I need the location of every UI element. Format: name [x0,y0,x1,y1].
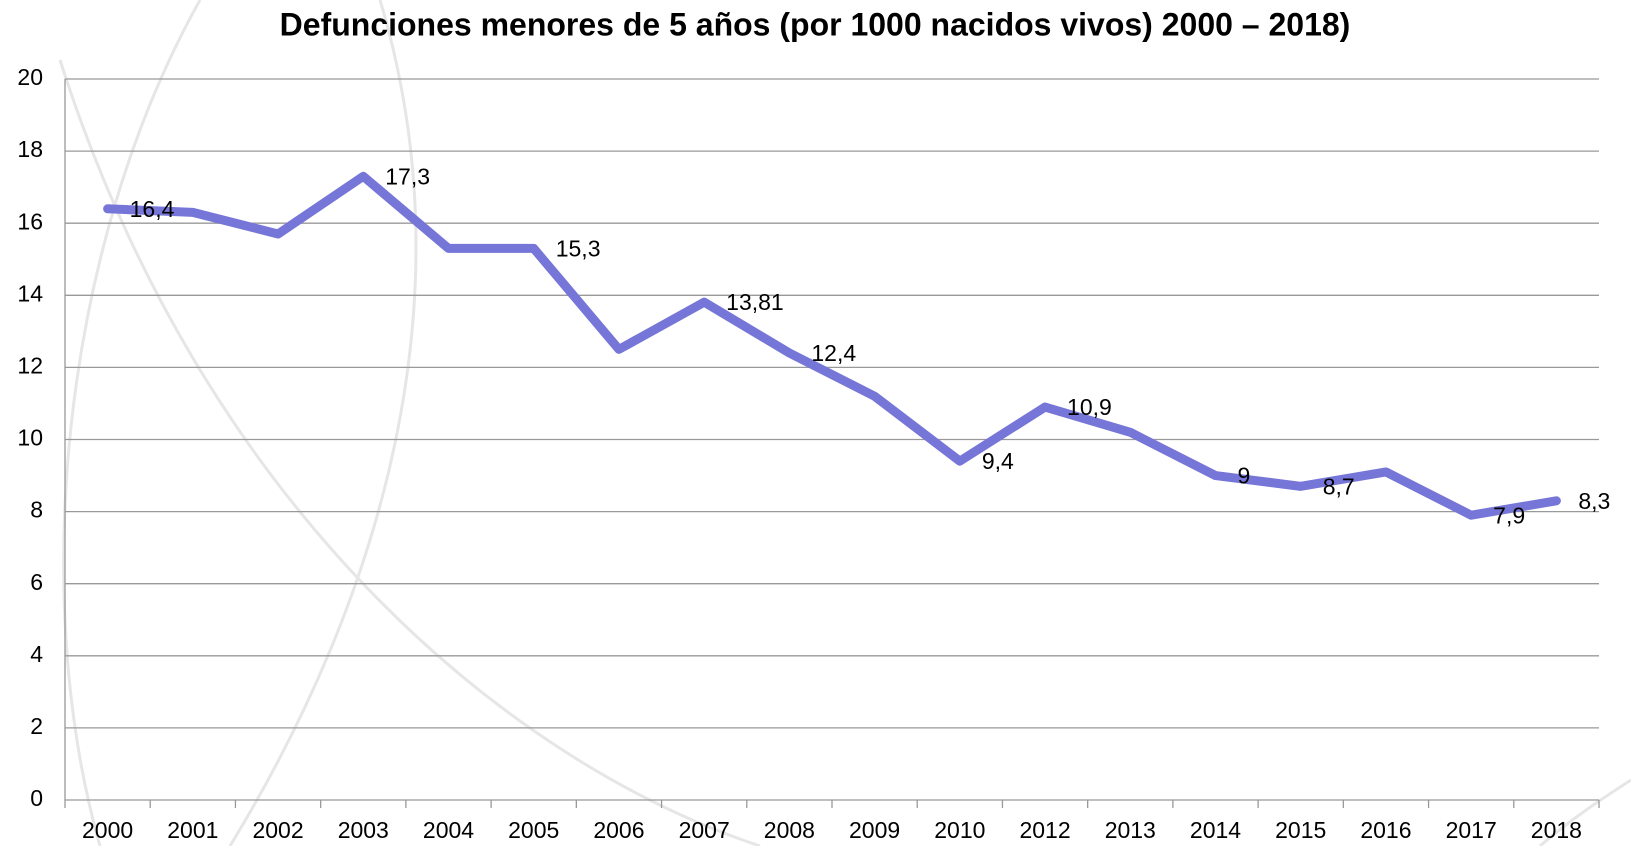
y-tick-label: 20 [17,64,43,90]
data-label: 16,4 [130,196,175,222]
y-tick-label: 2 [30,713,43,739]
data-label: 7,9 [1493,502,1525,528]
background-decoration [58,0,1631,846]
x-tick-label: 2014 [1190,817,1241,843]
y-tick-label: 18 [17,136,43,162]
data-label: 8,7 [1323,473,1355,499]
x-tick-label: 2009 [849,817,900,843]
data-label: 15,3 [556,236,601,262]
y-tick-label: 0 [30,785,43,811]
x-tick-label: 2013 [1105,817,1156,843]
decor-arc [62,0,202,846]
y-tick-label: 10 [17,425,43,451]
y-tick-label: 4 [30,641,43,667]
y-tick-label: 8 [30,497,43,523]
x-tick-label: 2007 [679,817,730,843]
x-tick-label: 2008 [764,817,815,843]
data-label: 8,3 [1578,488,1610,514]
x-tick-label: 2012 [1019,817,1070,843]
x-tick-label: 2003 [338,817,389,843]
decor-arc [1539,778,1631,846]
x-tick-label: 2005 [508,817,559,843]
x-tick-label: 2001 [167,817,218,843]
y-tick-label: 12 [17,352,43,378]
line-series [103,171,1561,520]
data-label: 17,3 [385,163,430,189]
x-tick-label: 2006 [593,817,644,843]
data-label: 9,4 [982,448,1014,474]
y-tick-label: 6 [30,569,43,595]
decor-arc [228,0,418,846]
x-tick-label: 2015 [1275,817,1326,843]
data-label: 12,4 [811,340,856,366]
x-tick-label: 2004 [423,817,474,843]
x-tick-label: 2002 [252,817,303,843]
x-tick-label: 2017 [1446,817,1497,843]
chart-title: Defunciones menores de 5 años (por 1000 … [280,6,1351,42]
decor-arc [58,59,761,846]
y-tick-label: 16 [17,208,43,234]
x-tick-label: 2010 [934,817,985,843]
data-label: 9 [1238,463,1251,489]
x-tick-label: 2018 [1531,817,1582,843]
y-tick-label: 14 [17,280,43,306]
data-label: 10,9 [1067,394,1112,420]
x-tick-label: 2000 [82,817,133,843]
x-tick-label: 2016 [1360,817,1411,843]
data-label: 13,81 [726,289,784,315]
